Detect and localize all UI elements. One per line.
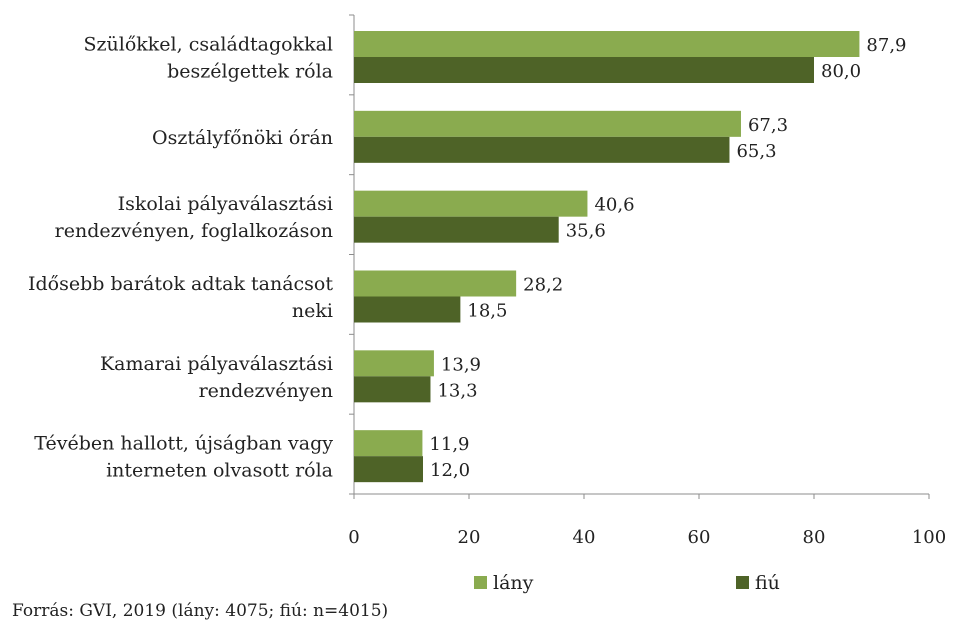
legend-label-lány: lány <box>493 572 534 594</box>
data-label-fiú-2: 35,6 <box>566 221 606 242</box>
bar-fiú-3 <box>354 296 461 323</box>
x-tick-label: 80 <box>803 527 826 548</box>
category-label: Iskolai pályaválasztási rendezvényen, fog… <box>55 193 333 242</box>
bar-lány-0 <box>354 31 860 57</box>
category-label-line: neki <box>292 300 333 322</box>
category-label-line: beszélgettek róla <box>167 61 333 83</box>
bar-fiú-1 <box>354 136 730 163</box>
category-label: Kamarai pályaválasztási rendezvényen <box>100 353 333 402</box>
bar-lány-4 <box>354 350 434 377</box>
bar-fiú-5 <box>354 456 423 483</box>
data-label-lány-3: 28,2 <box>523 275 563 296</box>
category-label-line: Kamarai pályaválasztási <box>100 353 333 375</box>
bar-fiú-2 <box>354 216 559 243</box>
data-label-lány-0: 87,9 <box>866 35 906 56</box>
category-label-line: rendezvényen <box>199 380 333 402</box>
category-label-line: Osztályfőnöki órán <box>152 127 333 149</box>
data-label-lány-5: 11,9 <box>429 434 469 455</box>
bar-lány-1 <box>354 110 741 137</box>
data-label-fiú-3: 18,5 <box>467 301 507 322</box>
category-label-line: Idősebb barátok adtak tanácsot <box>28 273 333 295</box>
data-label-lány-1: 67,3 <box>748 115 788 136</box>
x-tick-label: 60 <box>688 527 711 548</box>
legend-swatch-fiú <box>736 576 749 589</box>
x-tick-label: 100 <box>912 527 946 548</box>
data-label-fiú-5: 12,0 <box>430 460 470 481</box>
category-label-line: interneten olvasott róla <box>106 460 333 482</box>
legend-swatch-lány <box>474 576 487 589</box>
data-label-fiú-1: 65,3 <box>736 141 776 162</box>
category-label-line: Szülőkkel, családtagokkal <box>84 34 334 56</box>
x-tick-label: 20 <box>458 527 481 548</box>
bar-fiú-4 <box>354 376 431 403</box>
x-tick-label: 0 <box>348 527 359 548</box>
category-label: Idősebb barátok adtak tanácsot neki <box>28 273 333 322</box>
data-label-lány-2: 40,6 <box>594 195 634 216</box>
data-label-lány-4: 13,9 <box>441 354 481 375</box>
bar-lány-5 <box>354 430 423 457</box>
category-label: Tévében hallott, újságban vagy interneten… <box>34 433 333 482</box>
category-label-line: rendezvényen, foglalkozáson <box>55 220 333 242</box>
legend-label-fiú: fiú <box>755 572 780 594</box>
category-label-line: Iskolai pályaválasztási <box>118 193 333 215</box>
bar-lány-3 <box>354 270 517 297</box>
bar-fiú-0 <box>354 57 814 83</box>
data-label-fiú-4: 13,3 <box>437 380 477 401</box>
category-label: Osztályfőnöki órán <box>152 127 333 149</box>
bar-lány-2 <box>354 190 588 217</box>
category-label-line: Tévében hallott, újságban vagy <box>34 433 333 455</box>
source-note: Forrás: GVI, 2019 (lány: 4075; fiú: n=40… <box>12 601 389 621</box>
data-label-fiú-0: 80,0 <box>821 61 861 82</box>
x-tick-label: 40 <box>573 527 596 548</box>
category-label: Szülőkkel, családtagokkal beszélgettek ró… <box>84 34 334 83</box>
